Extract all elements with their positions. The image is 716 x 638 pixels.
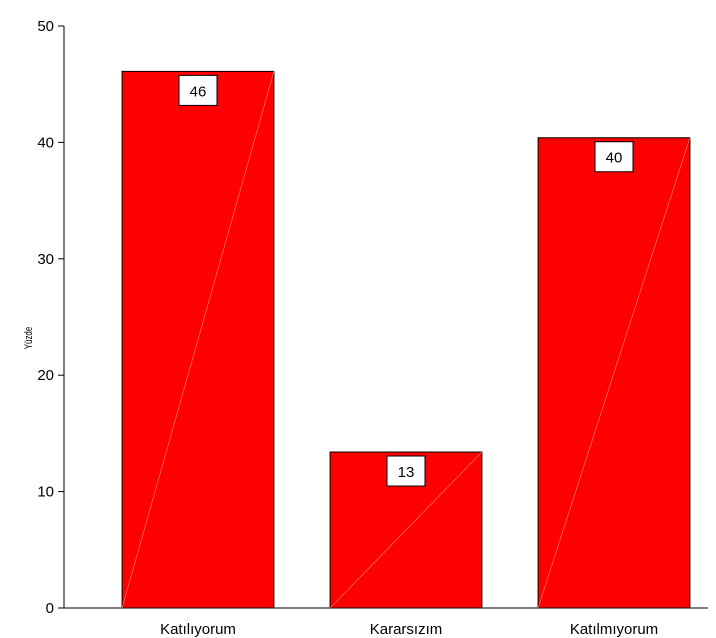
y-tick-label: 30 bbox=[37, 251, 54, 268]
y-tick-label: 10 bbox=[37, 484, 54, 501]
y-axis-title: Yüzde bbox=[23, 327, 36, 349]
y-ticks: 0 10 20 30 40 50 bbox=[37, 18, 64, 617]
x-labels: Katılıyorum Kararsızım Katılmıyorum bbox=[160, 621, 658, 638]
y-tick-label: 0 bbox=[46, 600, 54, 617]
y-tick-label: 20 bbox=[37, 367, 54, 384]
x-tick-label: Katılıyorum bbox=[160, 621, 236, 638]
data-label-box bbox=[386, 455, 426, 487]
data-label-box bbox=[178, 74, 218, 106]
bars: 46 13 40 bbox=[121, 70, 691, 609]
bar-diagonal-highlight bbox=[329, 451, 483, 609]
y-tick-label: 40 bbox=[37, 134, 54, 151]
bar-diagonal-highlight bbox=[121, 71, 275, 609]
data-label: 13 bbox=[398, 464, 415, 481]
x-tick-label: Katılmıyorum bbox=[570, 621, 658, 638]
data-label: 40 bbox=[606, 150, 623, 167]
y-tick-label: 50 bbox=[37, 18, 54, 35]
bar-diagonal-highlight bbox=[537, 137, 691, 609]
x-tick-label: Kararsızım bbox=[370, 621, 443, 638]
data-label: 46 bbox=[190, 83, 207, 100]
data-label-box bbox=[594, 141, 634, 173]
